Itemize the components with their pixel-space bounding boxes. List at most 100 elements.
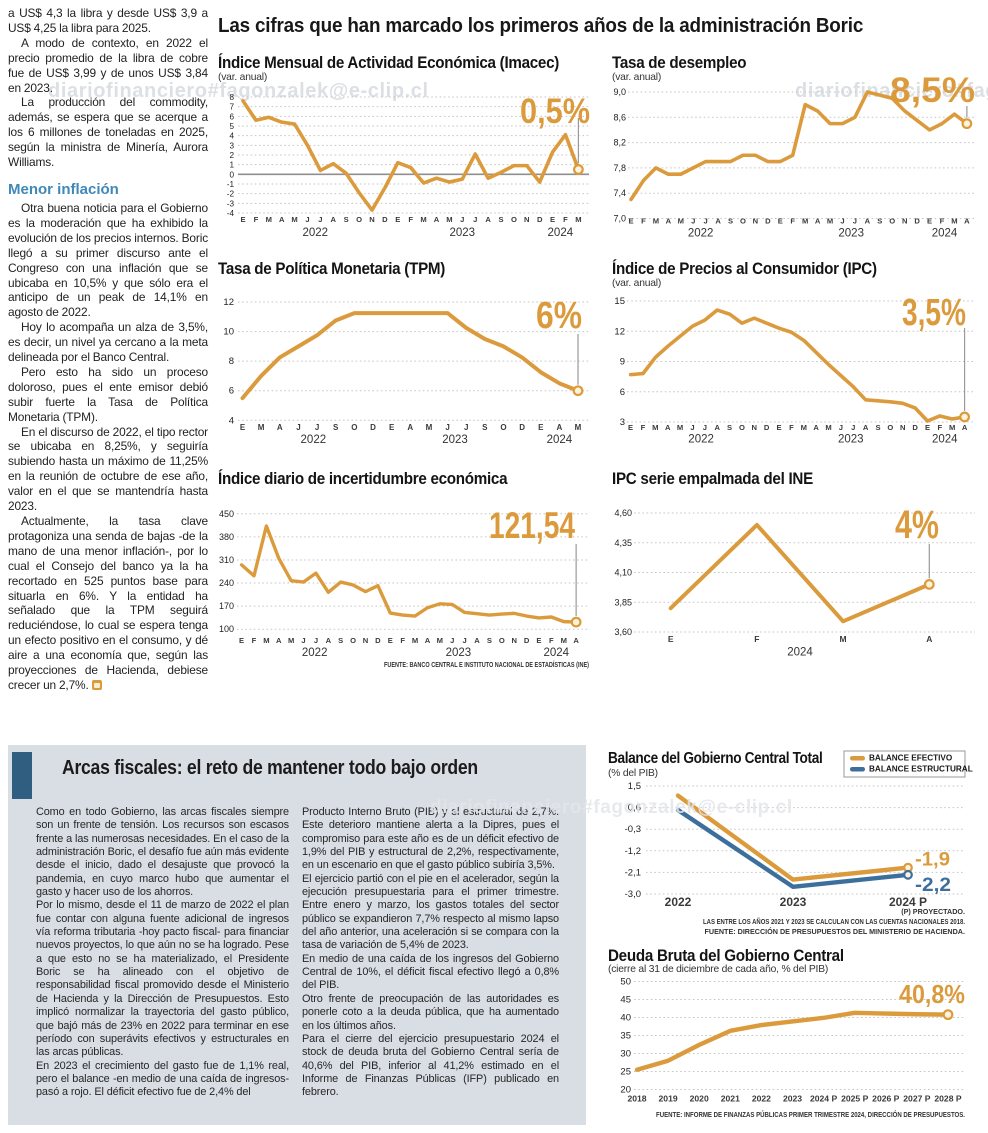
- svg-text:E: E: [538, 423, 544, 432]
- svg-text:170: 170: [219, 601, 234, 611]
- svg-text:50: 50: [620, 977, 631, 988]
- svg-text:-3,0: -3,0: [625, 889, 641, 900]
- svg-text:M: M: [420, 215, 426, 224]
- svg-text:F: F: [563, 215, 568, 224]
- svg-text:D: D: [764, 423, 770, 432]
- svg-text:3,85: 3,85: [614, 597, 632, 607]
- chart-ipc: 15 12 9 6 3 E F M A M J J A S O N D E F M A M J J A S O N D E F M A 2022 2…: [612, 258, 978, 458]
- svg-text:N: N: [511, 636, 516, 645]
- svg-text:D: D: [524, 636, 530, 645]
- svg-text:S: S: [338, 636, 343, 645]
- svg-text:D: D: [519, 423, 525, 432]
- svg-text:8,2: 8,2: [613, 138, 626, 148]
- svg-text:N: N: [524, 215, 529, 224]
- chart-title: Índice Mensual de Actividad Económica (I…: [218, 54, 560, 72]
- chart-ipc-empalmado: 4,60 4,35 4,10 3,85 3,60 E F M A 2024 4% IPC serie…: [612, 468, 978, 668]
- fiscal-paragraph: En 2023 el crecimiento del gasto fue de …: [36, 1059, 289, 1099]
- svg-text:A: A: [474, 636, 480, 645]
- svg-text:2024 P: 2024 P: [810, 1094, 838, 1104]
- svg-text:D: D: [912, 423, 918, 432]
- svg-text:4: 4: [229, 132, 234, 141]
- svg-text:-4: -4: [227, 209, 235, 218]
- imacec-value-label: 0,5%: [520, 92, 590, 131]
- svg-text:-3: -3: [227, 199, 235, 208]
- balance_estructural-end-label: -2,2: [915, 875, 951, 896]
- svg-text:2022: 2022: [302, 647, 328, 659]
- tpm-x-axis: E M A J J S O D E A M J J S O D E A M 2022 2023 2024: [240, 423, 582, 446]
- svg-text:M: M: [840, 634, 847, 644]
- article-paragraph: Otra buena noticia para el Gobierno es l…: [8, 200, 208, 320]
- ipcine-value-label: 4%: [895, 503, 939, 547]
- svg-text:2024: 2024: [932, 434, 958, 446]
- chart-title: Tasa de desempleo: [612, 54, 747, 72]
- svg-text:M: M: [291, 215, 297, 224]
- svg-text:A: A: [276, 636, 282, 645]
- legend-swatch: [850, 756, 865, 761]
- balance-grid: 1,5 0,6 -0,3 -1,2 -2,1 -3,0: [625, 781, 965, 900]
- desempleo-value-label: 8,5%: [890, 71, 975, 110]
- svg-text:4,35: 4,35: [614, 538, 632, 548]
- chart-desempleo: 9,0 8,6 8,2 7,8 7,4 7,0 E F M A M J J A S O N D E F M A M J J A S O…: [612, 52, 978, 252]
- svg-text:12: 12: [614, 326, 625, 337]
- legend-label: BALANCE ESTRUCTURAL: [869, 765, 973, 774]
- svg-text:A: A: [573, 636, 579, 645]
- ipcine-grid: 4,60 4,35 4,10 3,85 3,60: [614, 508, 975, 637]
- svg-text:J: J: [851, 423, 855, 432]
- svg-text:7,4: 7,4: [613, 188, 626, 198]
- svg-text:9: 9: [620, 357, 625, 368]
- page-title: Las cifras que han marcado los primeros …: [218, 14, 864, 37]
- svg-text:E: E: [628, 217, 633, 226]
- deuda-source: FUENTE: INFORME DE FINANZAS PÚBLICAS PRI…: [656, 1110, 965, 1119]
- svg-text:F: F: [408, 215, 413, 224]
- svg-text:2022: 2022: [302, 227, 328, 239]
- svg-text:M: M: [652, 423, 658, 432]
- svg-text:E: E: [240, 423, 246, 432]
- fiscal-paragraph: En medio de una caída de los ingresos de…: [302, 952, 559, 992]
- svg-text:O: O: [499, 636, 505, 645]
- svg-text:380: 380: [219, 532, 234, 542]
- article-column: a US$ 4,3 la libra y desde US$ 3,9 a US$…: [8, 6, 208, 693]
- svg-text:E: E: [668, 634, 674, 644]
- svg-text:9,0: 9,0: [613, 87, 626, 97]
- imacec-line: [241, 99, 581, 212]
- svg-text:O: O: [887, 423, 893, 432]
- svg-text:6: 6: [620, 387, 625, 398]
- accent-square: [12, 752, 32, 799]
- svg-text:O: O: [350, 636, 356, 645]
- ipc-grid: 15 12 9 6 3: [614, 296, 975, 428]
- svg-text:N: N: [363, 636, 368, 645]
- svg-text:M: M: [825, 423, 831, 432]
- svg-text:A: A: [425, 636, 431, 645]
- svg-text:M: M: [437, 636, 443, 645]
- tpm-value-label: 6%: [536, 295, 582, 337]
- svg-text:20: 20: [620, 1085, 631, 1096]
- deuda-x-axis: 2018 2019 2020 2021 2022 2023 2024 P 2025 P 2026…: [627, 1094, 961, 1104]
- svg-text:N: N: [753, 217, 758, 226]
- svg-text:F: F: [938, 423, 943, 432]
- svg-text:310: 310: [219, 555, 234, 565]
- chart-subtitle: (cierre al 31 de diciembre de cada año, …: [608, 964, 829, 975]
- svg-text:O: O: [889, 217, 895, 226]
- svg-text:7: 7: [229, 103, 234, 112]
- chart-tpm: 12 10 8 6 4 E M A J J S O D E A M J J S O D E A M 2022 2023 2024 6%…: [218, 258, 602, 458]
- fiscal-paragraph: El ejercicio partió con el pie en el ace…: [302, 872, 559, 952]
- article-paragraph: En el discurso de 2022, el tipo rector s…: [8, 424, 208, 514]
- svg-text:1: 1: [229, 161, 234, 170]
- chart-subtitle: (var. anual): [612, 278, 662, 289]
- svg-text:E: E: [536, 636, 541, 645]
- tpm-line: [240, 311, 581, 401]
- svg-text:25: 25: [620, 1067, 631, 1078]
- svg-text:J: J: [839, 423, 843, 432]
- svg-text:S: S: [728, 217, 733, 226]
- svg-text:J: J: [314, 636, 318, 645]
- chart-deuda: 50 45 40 35 30 25 20 2018 2019 2020 2021 2022 2023 20…: [608, 945, 978, 1130]
- balance-source: FUENTE: DIRECCIÓN DE PRESUPUESTOS DEL MI…: [704, 927, 965, 936]
- svg-text:J: J: [318, 215, 322, 224]
- svg-text:-0,3: -0,3: [625, 824, 641, 835]
- svg-text:3: 3: [229, 141, 234, 150]
- svg-text:2026 P: 2026 P: [872, 1094, 900, 1104]
